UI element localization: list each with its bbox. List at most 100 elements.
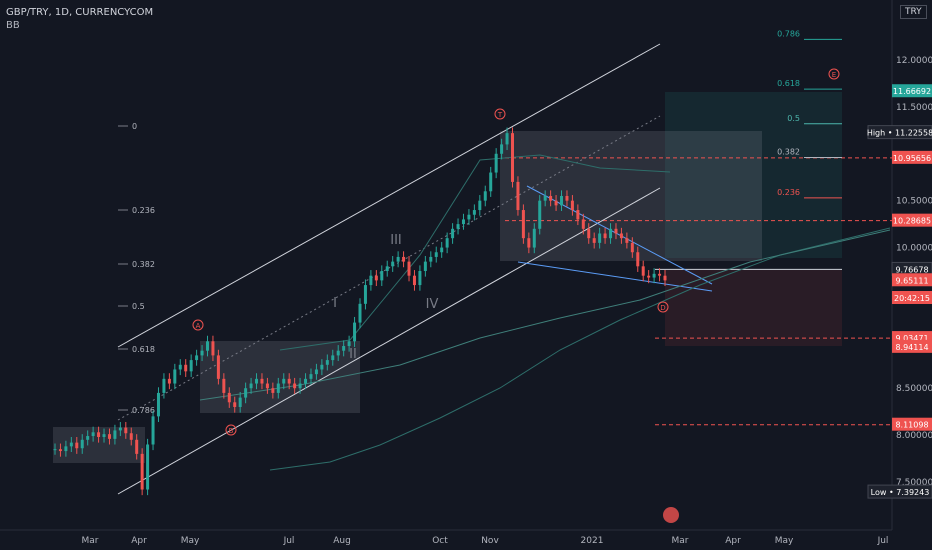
price-tag-label: 10.95656 [893, 154, 931, 163]
candle-body [151, 416, 155, 445]
candle-body [353, 322, 357, 342]
wave-label-roman: II [349, 347, 357, 362]
indicator-label[interactable]: BB [6, 20, 20, 31]
candle-body [494, 153, 498, 173]
candle-body [249, 383, 253, 389]
fib-right-label: 0.618 [777, 79, 800, 88]
price-tag-label: 8.11098 [895, 421, 928, 430]
candle-body [118, 427, 122, 431]
candle-body [102, 434, 106, 437]
candle-body [570, 200, 574, 211]
candle-body [630, 242, 634, 253]
candle-body [423, 261, 427, 271]
candle-body [560, 195, 564, 206]
candle-body [227, 392, 231, 403]
price-tag [892, 150, 932, 164]
fib-left-label: 0.5 [132, 302, 145, 311]
wave-label-roman: IV [426, 297, 439, 312]
candle-body [162, 378, 166, 393]
candle-body [663, 275, 667, 281]
candle-body [445, 238, 449, 248]
candle-body [461, 219, 465, 225]
candle-body [255, 378, 259, 384]
range-box [500, 131, 762, 261]
fib-left-label: 0.786 [132, 406, 155, 415]
candle-body [304, 378, 308, 384]
price-tag-label: 10.28685 [893, 217, 931, 226]
wave-label: D [660, 304, 665, 312]
candle-body [652, 273, 656, 278]
price-tag-label: High • 11.22558 [867, 129, 932, 138]
candle-body [64, 446, 68, 452]
event-marker-icon [663, 507, 679, 523]
candle-body [124, 427, 128, 434]
y-axis-label: 11.50000 [896, 103, 932, 113]
symbol-title: GBP/TRY, 1D, CURRENCYCOM [6, 7, 154, 18]
candle-body [641, 266, 645, 276]
fib-left-label: 0 [132, 122, 137, 131]
candle-body [603, 233, 607, 239]
candle-body [358, 303, 362, 323]
x-axis-label: May [775, 536, 794, 546]
candle-body [113, 430, 117, 439]
candle-body [647, 275, 651, 278]
candle-body [276, 383, 280, 393]
x-axis-label: Apr [725, 536, 741, 546]
price-tag [892, 417, 932, 431]
x-axis-label: Aug [333, 536, 351, 546]
candle-body [342, 346, 346, 351]
candle-body [407, 261, 411, 276]
candle-body [58, 449, 62, 452]
fib-right-label: 0.382 [777, 148, 800, 157]
price-tag [892, 84, 932, 98]
candle-body [80, 439, 84, 449]
candle-body [402, 256, 406, 262]
candle-body [391, 261, 395, 267]
y-axis-label: 12.00000 [896, 56, 932, 66]
candle-body [320, 364, 324, 370]
candle-body [238, 397, 242, 407]
wave-label: E [832, 71, 836, 79]
candle-body [200, 350, 204, 356]
fib-left-label: 0.382 [132, 260, 155, 269]
candle-body [521, 210, 525, 239]
candle-body [396, 256, 400, 262]
y-axis-label: 8.00000 [896, 431, 932, 441]
candle-body [206, 341, 209, 351]
candle-body [385, 266, 389, 271]
candle-body [549, 195, 553, 201]
x-axis-label: 2021 [581, 536, 604, 546]
candle-body [614, 228, 618, 234]
channel-lower-line [117, 187, 661, 495]
candle-body [576, 210, 580, 220]
candle-body [156, 392, 160, 417]
candle-body [146, 444, 150, 490]
currency-button[interactable]: TRY [900, 5, 927, 19]
candle-body [554, 200, 558, 206]
wave-label: T [497, 111, 503, 119]
candle-body [140, 453, 144, 490]
x-axis-label: Apr [131, 536, 147, 546]
x-axis-label: Mar [672, 536, 689, 546]
price-tag [892, 213, 932, 227]
wave-label-circle [225, 424, 237, 436]
candle-body [298, 383, 302, 389]
candle-body [636, 252, 640, 267]
candle-body [565, 195, 569, 201]
candle-body [418, 271, 422, 286]
price-tag [892, 273, 932, 287]
candle-body [282, 378, 286, 384]
candle-body [314, 369, 318, 375]
candle-body [86, 436, 90, 440]
wave-label-circle [494, 108, 506, 120]
candle-body [309, 374, 313, 379]
bb-lower-line [269, 227, 891, 471]
candle-body [336, 350, 340, 356]
candle-body [363, 285, 367, 304]
candle-body [265, 383, 269, 389]
fib-right-label: 0.5 [787, 114, 800, 123]
candle-body [527, 238, 531, 248]
price-tag [892, 339, 932, 353]
